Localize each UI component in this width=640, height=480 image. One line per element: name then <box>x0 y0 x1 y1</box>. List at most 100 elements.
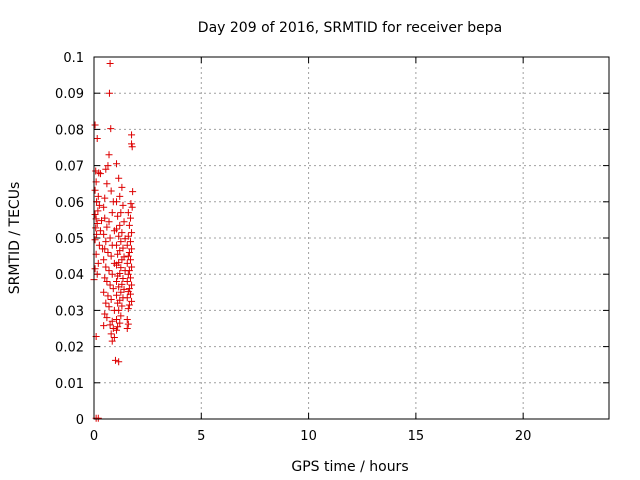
data-point <box>114 250 122 258</box>
data-point <box>113 241 121 249</box>
x-tick-label: 10 <box>300 429 317 444</box>
data-point <box>124 270 132 278</box>
data-point <box>107 125 115 133</box>
data-point <box>103 180 111 188</box>
data-point <box>92 224 100 232</box>
data-point <box>124 320 132 328</box>
data-point <box>128 203 136 211</box>
chart-title: Day 209 of 2016, SRMTID for receiver bep… <box>198 20 502 36</box>
data-point <box>114 323 122 331</box>
data-point <box>106 234 114 242</box>
data-point <box>128 140 136 148</box>
data-point <box>113 277 121 285</box>
data-point <box>128 245 136 253</box>
data-point <box>128 143 136 151</box>
data-point <box>96 170 104 178</box>
data-point <box>123 241 131 249</box>
data-point <box>100 203 108 211</box>
data-point <box>118 302 126 310</box>
data-point <box>113 261 121 269</box>
y-tick-label: 0.03 <box>55 304 84 319</box>
y-tick-label: 0.1 <box>63 51 84 66</box>
data-point <box>115 358 123 366</box>
data-point <box>102 238 110 246</box>
data-point <box>100 256 108 264</box>
data-point <box>113 198 121 206</box>
data-point <box>114 212 122 220</box>
data-point <box>109 285 117 293</box>
data-point <box>127 200 135 208</box>
data-point <box>117 238 125 246</box>
data-point <box>119 201 127 209</box>
data-point <box>107 187 115 195</box>
y-tick-label: 0.04 <box>55 268 84 283</box>
data-point <box>124 209 132 217</box>
data-point <box>111 356 119 364</box>
data-point <box>113 315 121 323</box>
data-point <box>115 306 123 314</box>
data-point <box>114 272 122 280</box>
data-point <box>105 303 113 311</box>
x-axis-label: GPS time / hours <box>291 459 408 475</box>
data-point <box>110 334 118 342</box>
data-point <box>119 275 127 283</box>
data-point <box>128 263 136 271</box>
data-point <box>102 263 110 271</box>
data-point <box>91 186 99 194</box>
data-point <box>91 236 99 244</box>
data-point <box>96 227 104 235</box>
data-point <box>104 162 112 170</box>
data-point <box>113 326 121 334</box>
data-point <box>128 131 136 139</box>
data-point <box>126 256 134 264</box>
x-tick-label: 5 <box>197 429 205 444</box>
y-tick-label: 0.02 <box>55 341 84 356</box>
data-point <box>101 274 109 282</box>
data-point <box>103 223 111 231</box>
data-point <box>124 232 132 240</box>
data-point <box>106 60 114 68</box>
x-tick-label: 0 <box>90 429 98 444</box>
data-point <box>106 321 114 329</box>
y-tick-label: 0.06 <box>55 196 84 211</box>
data-point <box>95 241 103 249</box>
data-point <box>128 297 136 305</box>
data-point <box>116 221 124 229</box>
data-point <box>100 230 108 238</box>
data-point <box>91 210 99 218</box>
data-point <box>100 288 108 296</box>
data-point <box>106 281 114 289</box>
data-point <box>103 277 111 285</box>
data-point <box>116 192 124 200</box>
data-point <box>107 330 115 338</box>
data-point <box>93 220 101 228</box>
data-point <box>124 252 132 260</box>
y-tick-label: 0.01 <box>55 377 84 392</box>
data-point <box>102 299 110 307</box>
data-point <box>117 264 125 272</box>
data-point <box>108 270 116 278</box>
data-point <box>125 221 133 229</box>
data-point <box>126 238 134 246</box>
data-point <box>102 165 110 173</box>
data-point <box>108 337 116 345</box>
data-point <box>115 283 123 291</box>
data-point <box>101 214 109 222</box>
data-point <box>114 299 122 307</box>
data-point <box>126 214 134 222</box>
data-point <box>116 247 124 255</box>
y-tick-label: 0 <box>76 413 84 428</box>
data-point <box>94 207 102 215</box>
data-point <box>113 291 121 299</box>
data-point <box>109 325 117 332</box>
data-point <box>123 325 131 332</box>
data-point <box>123 259 131 267</box>
data-point <box>101 194 109 202</box>
data-point <box>104 248 112 256</box>
data-point <box>118 256 126 264</box>
data-point <box>94 259 102 267</box>
data-point <box>115 232 123 240</box>
data-point <box>105 151 113 159</box>
data-point <box>118 229 126 237</box>
